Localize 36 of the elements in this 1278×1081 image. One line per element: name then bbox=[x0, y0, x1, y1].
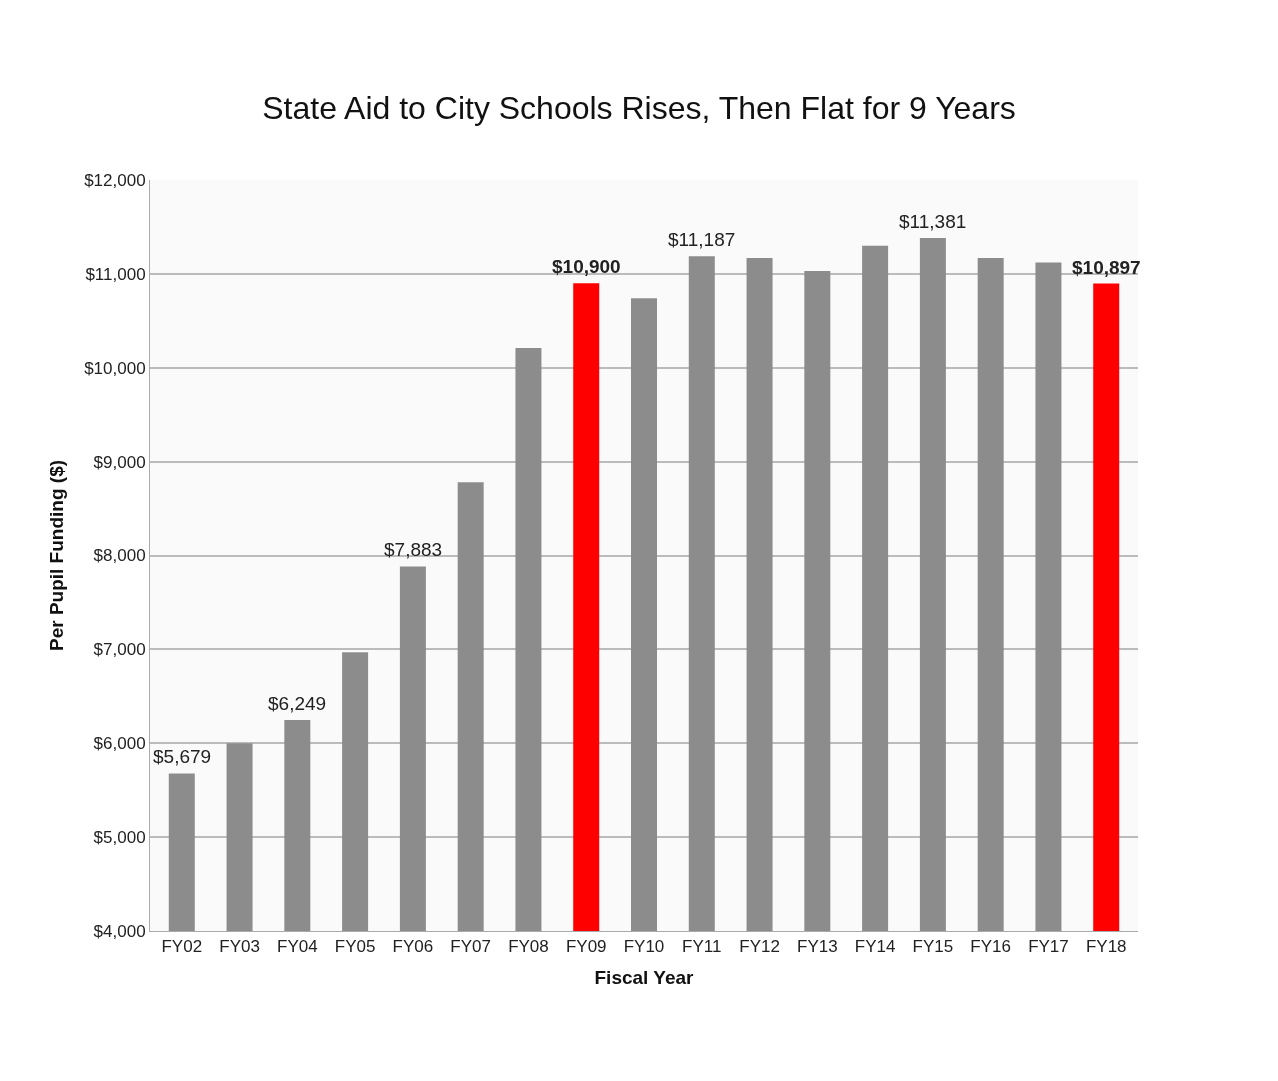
y-tick-label: $8,000 bbox=[93, 546, 146, 566]
x-tick-label: FY05 bbox=[334, 937, 376, 957]
y-tick-label: $4,000 bbox=[93, 921, 146, 941]
y-tick-label: $9,000 bbox=[93, 452, 146, 472]
x-tick-label: FY09 bbox=[565, 937, 607, 957]
y-tick-label: $12,000 bbox=[84, 170, 146, 190]
data-label: $10,900 bbox=[552, 256, 621, 277]
x-tick-label: FY10 bbox=[623, 937, 665, 957]
x-tick-label: FY16 bbox=[970, 937, 1011, 957]
x-tick-label: FY15 bbox=[912, 937, 954, 957]
x-tick-label: FY11 bbox=[682, 937, 722, 957]
y-tick-label: $10,000 bbox=[84, 358, 146, 378]
data-label: $11,381 bbox=[899, 211, 967, 232]
data-label: $10,897 bbox=[1072, 257, 1141, 278]
y-tick-label: $5,000 bbox=[93, 828, 146, 848]
x-tick-label: FY12 bbox=[739, 937, 780, 957]
x-tick-label: FY17 bbox=[1028, 937, 1069, 957]
y-tick-label: $6,000 bbox=[93, 734, 146, 754]
data-label: $6,249 bbox=[268, 693, 327, 714]
data-label: $5,679 bbox=[153, 746, 212, 767]
x-tick-label: FY07 bbox=[450, 937, 491, 957]
x-tick-label: FY13 bbox=[797, 937, 838, 957]
x-tick-label: FY18 bbox=[1085, 937, 1127, 957]
chart-title: State Aid to City Schools Rises, Then Flat for 9 Years bbox=[262, 90, 1016, 127]
data-label: $11,187 bbox=[668, 229, 736, 250]
x-axis-title: Fiscal Year bbox=[594, 967, 695, 989]
x-tick-label: FY02 bbox=[161, 937, 203, 957]
y-tick-label: $7,000 bbox=[93, 640, 146, 660]
x-tick-label: FY03 bbox=[219, 937, 260, 957]
data-label: $7,883 bbox=[384, 539, 443, 560]
x-tick-label: FY04 bbox=[277, 937, 318, 957]
x-tick-label: FY14 bbox=[854, 937, 896, 957]
x-tick-label: FY06 bbox=[392, 937, 434, 957]
x-tick-label: FY08 bbox=[508, 937, 549, 957]
y-tick-label: $11,000 bbox=[85, 264, 146, 284]
y-axis-title: Per Pupil Funding ($) bbox=[46, 459, 67, 652]
